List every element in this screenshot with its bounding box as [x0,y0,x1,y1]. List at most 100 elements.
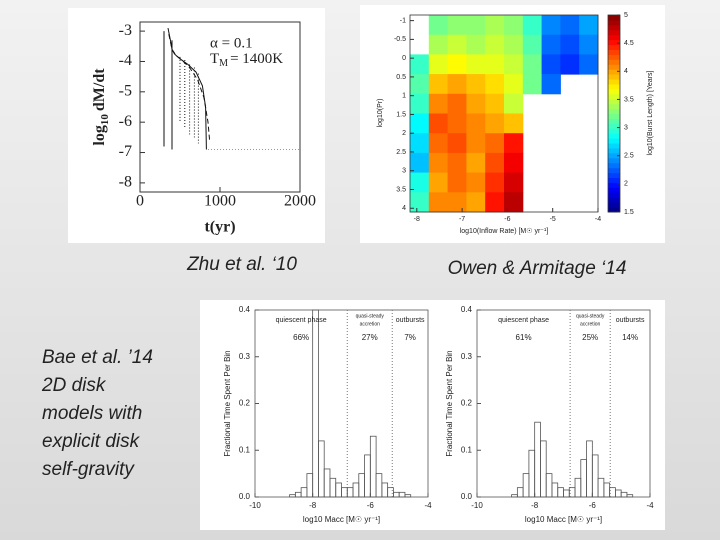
annotation: α = 0.1 [210,35,253,51]
y-tick-label: 2 [402,130,406,137]
heatmap-cell [410,113,430,134]
plot-frame [409,14,599,213]
heatmap-cell [466,172,486,193]
colorbar-segment [608,197,620,203]
y-tick-label: -1 [400,17,406,24]
y-axis-label: log10(Pr) [377,99,384,128]
heatmap-cell [504,54,524,75]
y-tick-label: 1 [402,93,406,100]
x-tick-label: -10 [471,501,483,510]
heatmap-cell [504,133,524,154]
heatmap-cell [504,93,524,114]
colorbar-segment [608,128,620,134]
phase-label: outbursts [396,317,425,324]
y-tick-label: 0.1 [461,445,473,454]
heatmap-cell [466,93,486,114]
colorbar-segment [608,113,620,119]
percent-label: 25% [582,333,598,342]
y-axis-label-part: 10 [99,114,111,126]
x-tick-label: -8 [309,501,317,510]
histogram-bar [591,454,599,498]
caption: Zhu et al. ‘10 [186,254,297,275]
heatmap-cell [466,152,486,174]
y-tick-label: 4 [402,205,406,212]
colorbar-segment [608,83,620,90]
heatmap-cell [485,113,505,134]
heatmap-cell [504,74,524,95]
colorbar-segment [608,49,620,55]
y-tick-label: -0.5 [394,36,406,43]
heatmap-cell [447,172,467,193]
colorbar-segment [608,187,620,193]
phase-label: outbursts [616,317,645,324]
heatmap-cell [466,15,486,36]
heatmap-cell [447,34,467,55]
heatmap-cell [504,192,524,213]
y-tick-label: -5 [119,82,132,99]
heatmap-cell [485,34,505,55]
phase-label: accretion [360,321,381,327]
caption-line: explicit disk [42,431,141,452]
x-tick-label: -4 [424,501,432,510]
x-tick-label: -8 [531,501,539,510]
colorbar-segment [608,152,620,159]
histogram-bar [369,435,377,498]
heatmap-cell [428,74,449,95]
y-tick-label: 0.1 [239,445,251,454]
phase-label: accretion [580,321,601,327]
bae-figure [200,300,665,530]
x-tick-label: -8 [414,216,420,223]
heatmap-cell [485,172,505,193]
colorbar-tick-label: 2.5 [624,153,634,160]
y-tick-label: -7 [119,143,132,160]
colorbar-segment [608,88,620,95]
colorbar-segment [608,24,620,31]
histogram-bar [404,494,412,498]
heatmap-cell [410,93,430,114]
x-axis-label: log10 Macc [M☉ yr⁻¹] [303,515,380,524]
y-tick-label: 0.5 [396,74,406,81]
annotation-part: T [210,51,219,67]
colorbar-frame [607,14,621,213]
heatmap-cell [522,15,543,36]
colorbar-segment [608,19,620,26]
colorbar-tick-label: 3 [624,124,628,131]
y-axis-label-part: dM/dt [91,68,108,111]
zhu-figure [68,8,325,243]
x-axis-label: log10(Inflow Rate) [M☉ yr⁻¹] [460,227,549,235]
colorbar-segment [608,123,620,129]
heatmap-cell [447,133,467,154]
colorbar-segment [608,172,620,179]
colorbar-segment [608,103,620,110]
colorbar-segment [608,34,620,41]
heatmap-cell [447,54,467,75]
heatmap-cell [410,74,430,95]
x-tick-label: 0 [136,193,144,210]
y-tick-label: -6 [119,113,132,130]
heatmap-cell [410,133,430,154]
heatmap-cell [504,113,524,134]
colorbar-segment [608,192,620,198]
heatmap-cell [428,93,449,114]
caption-line: models with [42,403,142,424]
y-tick-label: 0.4 [461,305,473,314]
x-axis-label: t(yr) [204,219,235,236]
x-tick-label: -5 [550,216,556,223]
heatmap-cell [485,74,505,95]
caption-line: Bae et al. ’14 [42,347,153,368]
percent-label: 61% [516,333,532,342]
x-tick-label: 2000 [284,193,316,210]
x-tick-label: -6 [589,501,597,510]
heatmap-cell [541,34,561,55]
colorbar-label: log10(Burst Length) [Years] [647,70,654,155]
heatmap-cell [428,54,449,75]
heatmap-cell [485,54,505,75]
heatmap-cell [541,74,561,95]
heatmap-cell [428,34,449,55]
annotation-part: = 1400K [230,51,283,67]
colorbar-segment [608,54,620,60]
x-tick-label: 1000 [204,193,236,210]
colorbar-segment [608,15,620,21]
heatmap-cell [504,152,524,174]
colorbar-segment [608,162,620,169]
